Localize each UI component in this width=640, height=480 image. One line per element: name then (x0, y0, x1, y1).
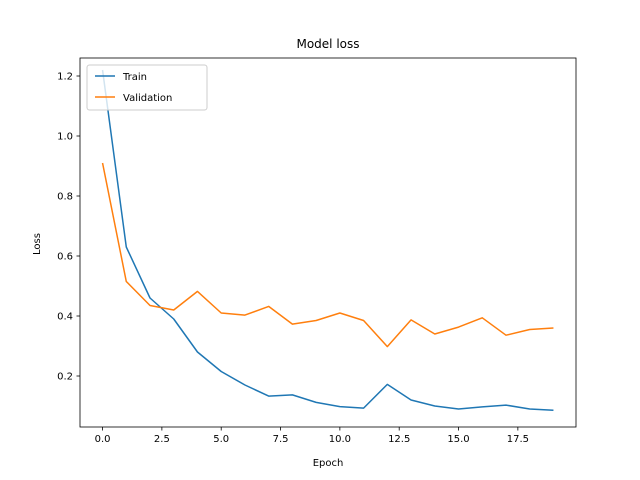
y-tick-label: 0.2 (57, 372, 73, 383)
plot-area (80, 58, 576, 427)
chart-title: Model loss (296, 37, 359, 51)
x-tick-label: 0.0 (95, 434, 111, 445)
y-tick-label: 0.4 (57, 312, 73, 323)
x-tick-label: 5.0 (213, 434, 229, 445)
y-axis-label: Loss (32, 233, 43, 255)
x-tick-label: 15.0 (447, 434, 469, 445)
x-tick-label: 2.5 (154, 434, 170, 445)
x-tick-label: 17.5 (507, 434, 529, 445)
y-tick-label: 1.2 (57, 72, 73, 83)
series-line-train (101, 69, 554, 411)
axes-spines (79, 57, 577, 428)
legend-label-train: Train (122, 72, 147, 83)
legend-box (86, 64, 208, 111)
y-tick-label: 0.8 (57, 192, 73, 203)
y-tick-label: 0.6 (57, 252, 73, 263)
legend: Train Validation (86, 64, 208, 111)
x-axis: 0.0 2.5 5.0 7.5 10.0 12.5 15.0 17.5 (95, 427, 529, 445)
axes-frame (79, 57, 577, 428)
series-line-validation (101, 162, 554, 348)
series-layer (101, 69, 554, 411)
y-tick-label: 1.0 (57, 132, 73, 143)
x-tick-label: 7.5 (273, 434, 289, 445)
legend-label-validation: Validation (123, 93, 172, 104)
x-axis-label: Epoch (313, 458, 344, 469)
y-axis: 0.2 0.4 0.6 0.8 1.0 1.2 (57, 72, 80, 383)
x-tick-label: 10.0 (329, 434, 351, 445)
x-tick-label: 12.5 (388, 434, 410, 445)
